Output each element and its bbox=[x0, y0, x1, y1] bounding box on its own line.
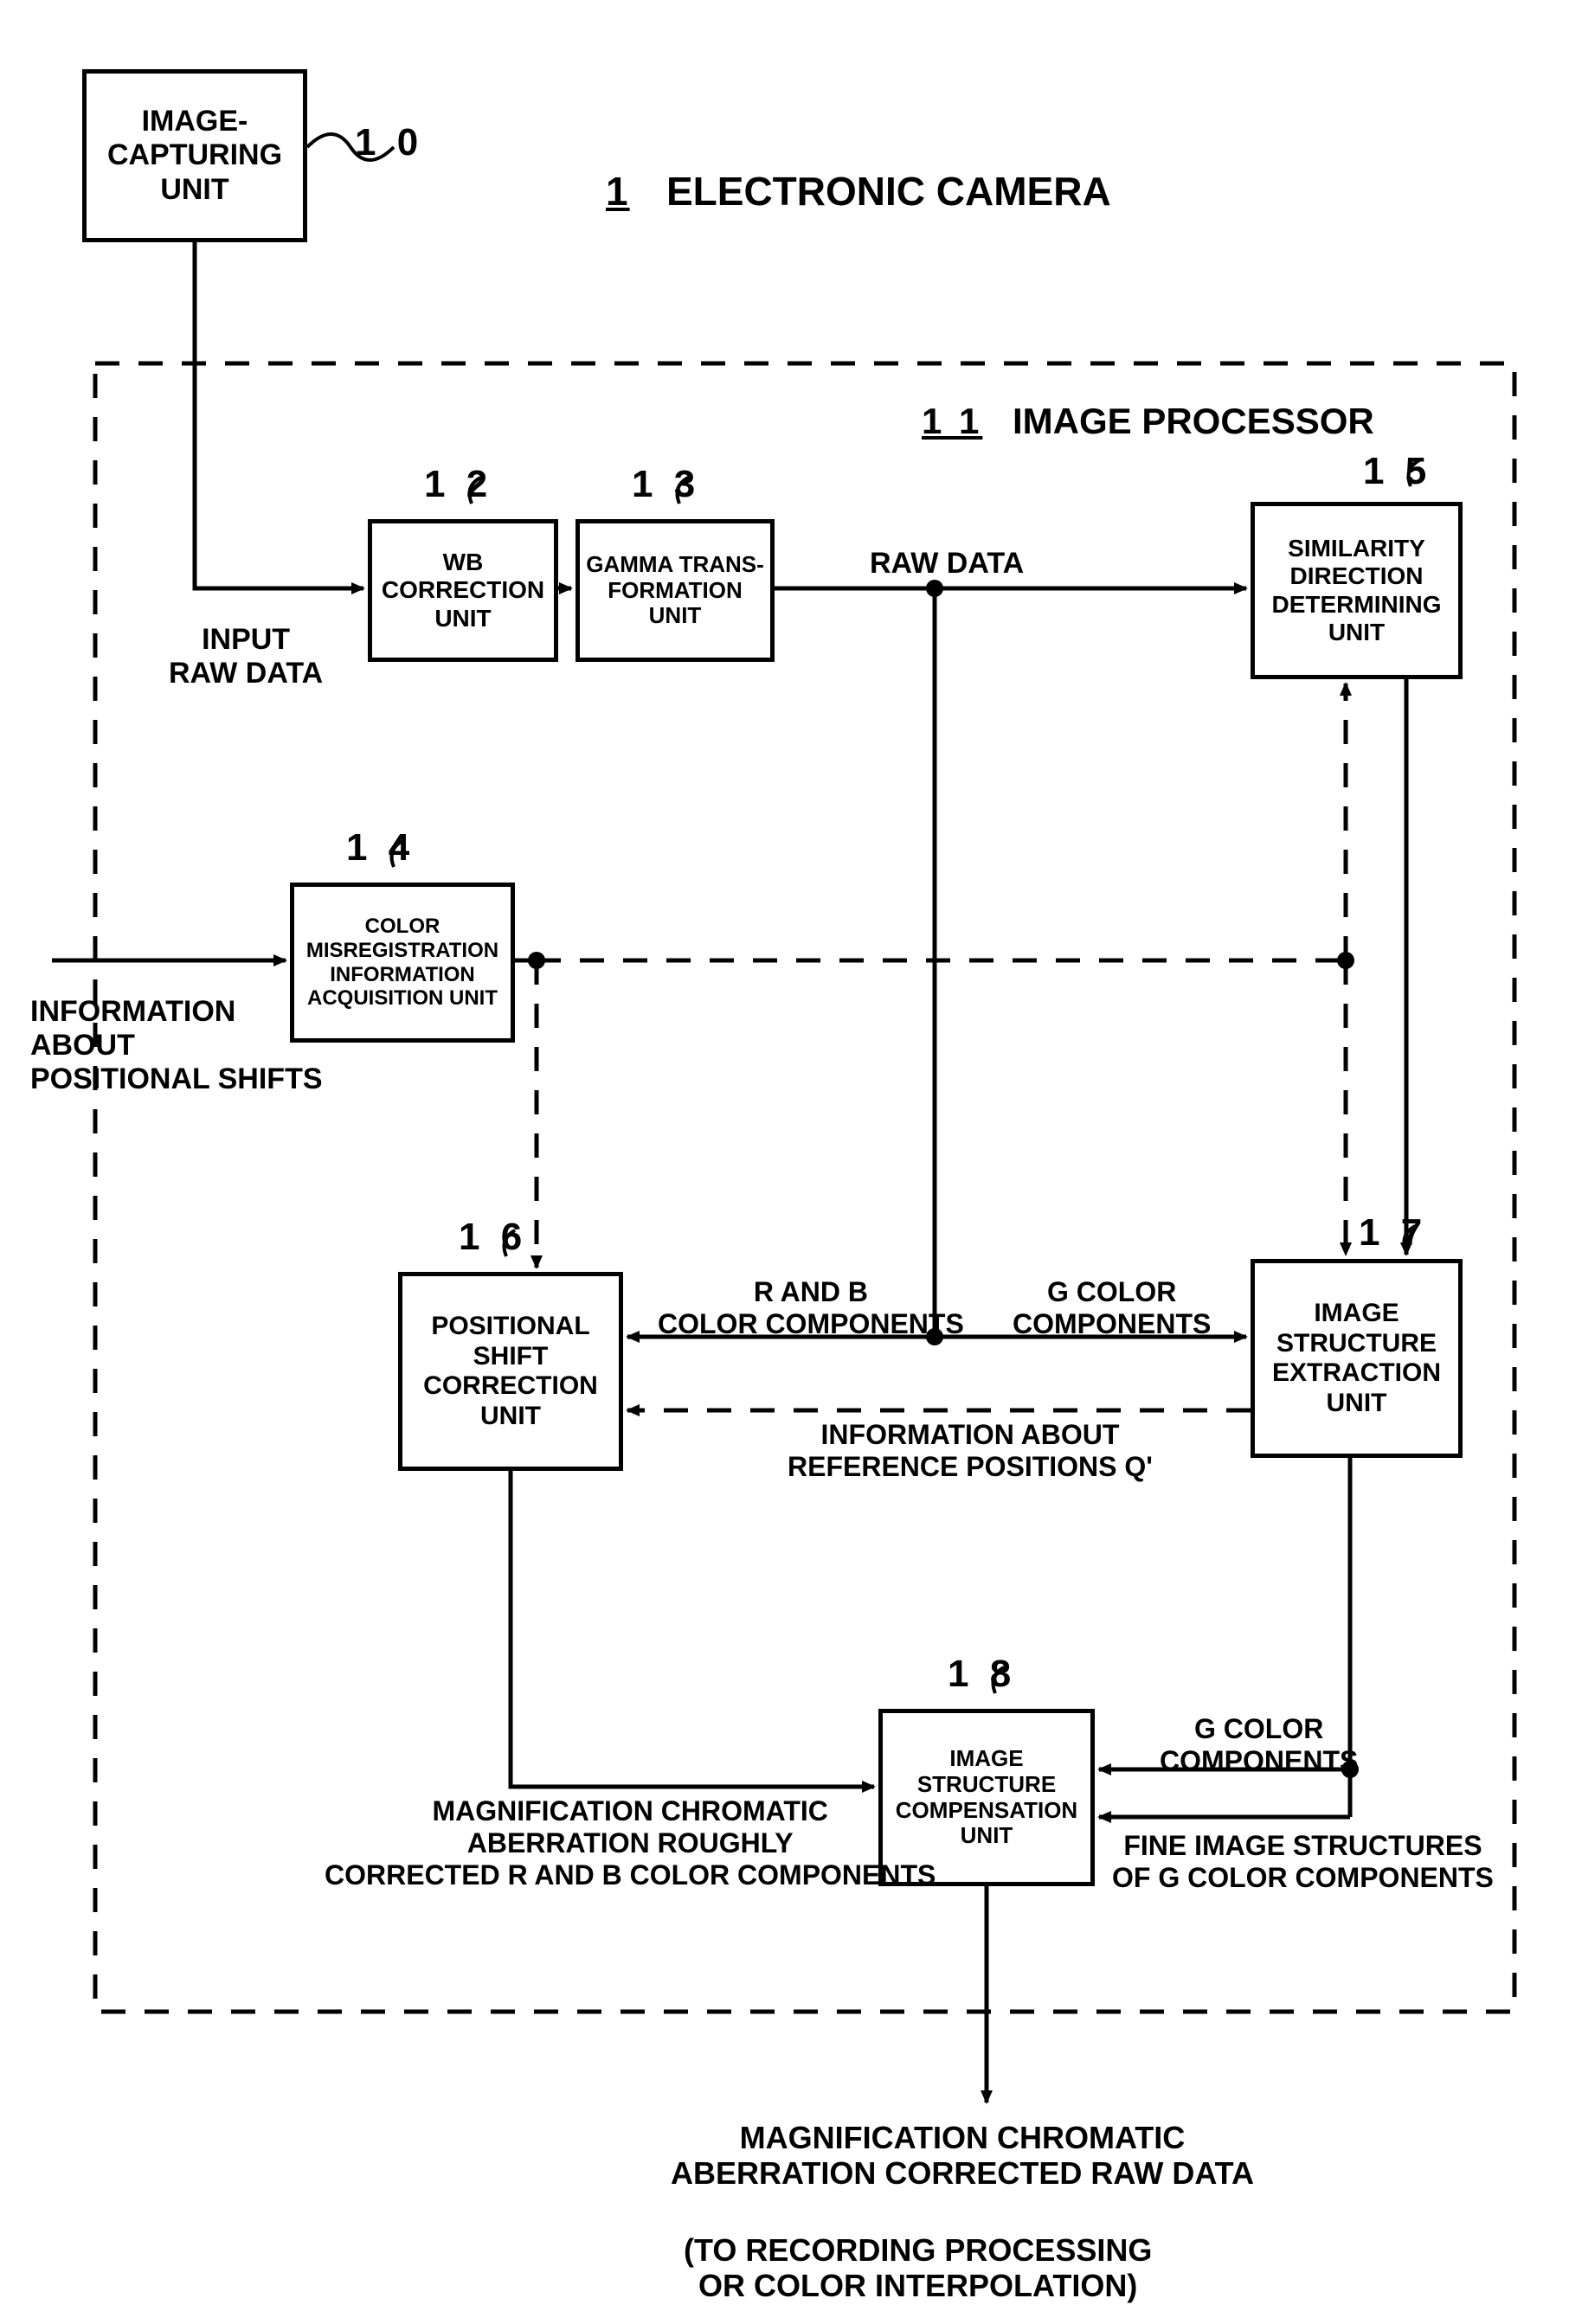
ref-gamma: 1 3 bbox=[632, 463, 700, 506]
system-ref: 1 bbox=[606, 169, 630, 215]
box-extract: IMAGE STRUCTURE EXTRACTION UNIT bbox=[1251, 1259, 1463, 1458]
ref-wb: 1 2 bbox=[424, 463, 492, 506]
processor-label: IMAGE PROCESSOR bbox=[1013, 401, 1374, 442]
box-capture: IMAGE- CAPTURING UNIT bbox=[82, 69, 307, 242]
system-title: ELECTRONIC CAMERA bbox=[666, 169, 1111, 215]
label-input-raw: INPUT RAW DATA bbox=[169, 623, 323, 690]
ref-sim: 1 5 bbox=[1363, 450, 1431, 493]
label-info-shifts: INFORMATION ABOUT POSITIONAL SHIFTS bbox=[30, 995, 323, 1096]
ref-capture: 1 0 bbox=[355, 121, 423, 164]
label-out-sub: (TO RECORDING PROCESSING OR COLOR INTERP… bbox=[684, 2232, 1152, 2304]
label-fine-g: FINE IMAGE STRUCTURES OF G COLOR COMPONE… bbox=[1112, 1830, 1494, 1894]
box-gamma: GAMMA TRANS- FORMATION UNIT bbox=[576, 519, 775, 662]
box-shift: POSITIONAL SHIFT CORRECTION UNIT bbox=[398, 1272, 623, 1471]
ref-comp: 1 8 bbox=[948, 1653, 1016, 1696]
label-out-main: MAGNIFICATION CHROMATIC ABERRATION CORRE… bbox=[671, 2120, 1254, 2192]
ref-extract: 1 7 bbox=[1359, 1211, 1427, 1255]
label-ref-pos: INFORMATION ABOUT REFERENCE POSITIONS Q' bbox=[788, 1419, 1153, 1483]
wires-svg bbox=[0, 0, 1569, 2324]
label-g-top: G COLOR COMPONENTS bbox=[1013, 1276, 1211, 1340]
label-rb: R AND B COLOR COMPONENTS bbox=[658, 1276, 964, 1340]
ref-misreg: 1 4 bbox=[346, 826, 415, 870]
box-wb: WB CORRECTION UNIT bbox=[368, 519, 558, 662]
label-mag-rough: MAGNIFICATION CHROMATIC ABERRATION ROUGH… bbox=[325, 1795, 936, 1891]
box-sim: SIMILARITY DIRECTION DETERMINING UNIT bbox=[1251, 502, 1463, 679]
box-misreg: COLOR MISREGISTRATION INFORMATION ACQUIS… bbox=[290, 883, 515, 1043]
ref-shift: 1 6 bbox=[459, 1216, 527, 1259]
processor-ref: 1 1 bbox=[922, 401, 982, 442]
diagram-canvas: 1 ELECTRONIC CAMERA 1 1 IMAGE PROCESSOR … bbox=[0, 0, 1569, 2324]
label-g-right: G COLOR COMPONENTS bbox=[1160, 1713, 1358, 1777]
label-raw-data: RAW DATA bbox=[870, 547, 1024, 581]
